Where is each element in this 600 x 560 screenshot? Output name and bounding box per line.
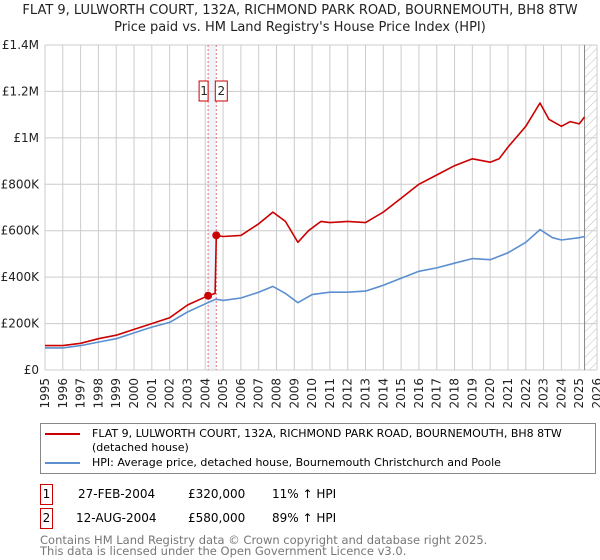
sale-label-box bbox=[198, 80, 209, 102]
x-tick-label: 2013 bbox=[359, 378, 373, 409]
y-tick-label: £800K bbox=[1, 177, 41, 191]
price-chart: 1 2 1995 1996 1997 1998 1999 2000 2001 2002 2003 20… bbox=[1, 38, 600, 409]
x-tick-label: 1996 bbox=[56, 378, 70, 409]
x-tick-label: 2006 bbox=[234, 378, 248, 409]
x-tick-label: 2021 bbox=[501, 378, 515, 409]
y-tick-label: £1M bbox=[13, 131, 39, 145]
transaction-row: 2 12-AUG-2004 £580,000 89% ↑ HPI bbox=[40, 508, 540, 530]
sale-label: 2 bbox=[217, 84, 225, 98]
x-tick-label: 2008 bbox=[269, 378, 283, 409]
x-tick-label: 1997 bbox=[74, 378, 88, 409]
transaction-date: 12-AUG-2004 bbox=[76, 511, 157, 525]
transaction-hpi: 11% ↑ HPI bbox=[272, 487, 337, 501]
forecast-hatch bbox=[584, 45, 597, 370]
x-tick-label: 2003 bbox=[180, 378, 194, 409]
legend-item-property: FLAT 9, LULWORTH COURT, 132A, RICHMOND P… bbox=[41, 427, 595, 455]
series-line-property bbox=[45, 102, 586, 347]
y-tick-label: £200K bbox=[1, 317, 41, 331]
x-tick-label: 2024 bbox=[554, 378, 568, 409]
x-tick-label: 2023 bbox=[537, 378, 551, 409]
legend-swatch-property bbox=[45, 433, 80, 435]
transaction-hpi: 89% ↑ HPI bbox=[272, 511, 337, 525]
y-tick-label: £1.4M bbox=[2, 38, 39, 52]
transaction-price: £580,000 bbox=[188, 511, 246, 525]
footer-copyright: Contains HM Land Registry data © Crown c… bbox=[40, 533, 488, 547]
transaction-badge: 2 bbox=[40, 508, 53, 529]
x-tick-label: 2002 bbox=[163, 378, 177, 409]
sale-point bbox=[212, 231, 221, 240]
transaction-date: 27-FEB-2004 bbox=[78, 487, 156, 501]
y-tick-label: £600K bbox=[1, 224, 41, 238]
x-tick-label: 2019 bbox=[465, 378, 479, 409]
x-tick-label: 2001 bbox=[145, 378, 159, 409]
x-tick-label: 2004 bbox=[198, 378, 212, 409]
sale-label-box bbox=[214, 80, 228, 102]
x-tick-label: 2014 bbox=[376, 378, 390, 409]
y-tick-label: £0 bbox=[24, 363, 39, 377]
legend-item-hpi: HPI: Average price, detached house, Bour… bbox=[41, 456, 595, 470]
sale-point bbox=[204, 291, 213, 300]
chart-title: FLAT 9, LULWORTH COURT, 132A, RICHMOND P… bbox=[22, 3, 578, 18]
x-tick-label: 2026 bbox=[590, 378, 600, 409]
legend-label-property: FLAT 9, LULWORTH COURT, 132A, RICHMOND P… bbox=[92, 427, 562, 454]
x-tick-label: 2020 bbox=[483, 378, 497, 409]
transaction-badge: 1 bbox=[40, 484, 53, 505]
x-tick-label: 2015 bbox=[394, 378, 408, 409]
legend-label-hpi: HPI: Average price, detached house, Bour… bbox=[92, 456, 501, 469]
x-tick-label: 2018 bbox=[448, 378, 462, 409]
sale-label: 1 bbox=[200, 84, 208, 98]
x-tick-label: 1999 bbox=[109, 378, 123, 409]
x-tick-label: 2000 bbox=[127, 378, 141, 409]
transaction-price: £320,000 bbox=[188, 487, 246, 501]
x-tick-label: 2025 bbox=[572, 378, 586, 409]
footer-licence: This data is licensed under the Open Gov… bbox=[40, 544, 407, 558]
x-tick-label: 2005 bbox=[216, 378, 230, 409]
x-tick-label: 2017 bbox=[430, 378, 444, 409]
x-tick-label: 2011 bbox=[323, 378, 337, 409]
legend: FLAT 9, LULWORTH COURT, 132A, RICHMOND P… bbox=[40, 423, 596, 474]
y-tick-label: £400K bbox=[1, 270, 41, 284]
x-tick-label: 2016 bbox=[412, 378, 426, 409]
x-tick-label: 2022 bbox=[519, 378, 533, 409]
transaction-row: 1 27-FEB-2004 £320,000 11% ↑ HPI bbox=[40, 484, 540, 506]
x-tick-label: 2007 bbox=[252, 378, 266, 409]
x-tick-label: 2012 bbox=[341, 378, 355, 409]
chart-subtitle: Price paid vs. HM Land Registry's House … bbox=[114, 20, 486, 35]
x-tick-label: 2009 bbox=[287, 378, 301, 409]
legend-swatch-hpi bbox=[45, 462, 80, 464]
x-tick-label: 1998 bbox=[91, 378, 105, 409]
x-tick-label: 2010 bbox=[305, 378, 319, 409]
series-line-hpi bbox=[45, 228, 585, 349]
y-tick-label: £1.2M bbox=[2, 84, 39, 98]
x-tick-label: 1995 bbox=[38, 378, 52, 409]
sale-period-band bbox=[208, 45, 217, 370]
